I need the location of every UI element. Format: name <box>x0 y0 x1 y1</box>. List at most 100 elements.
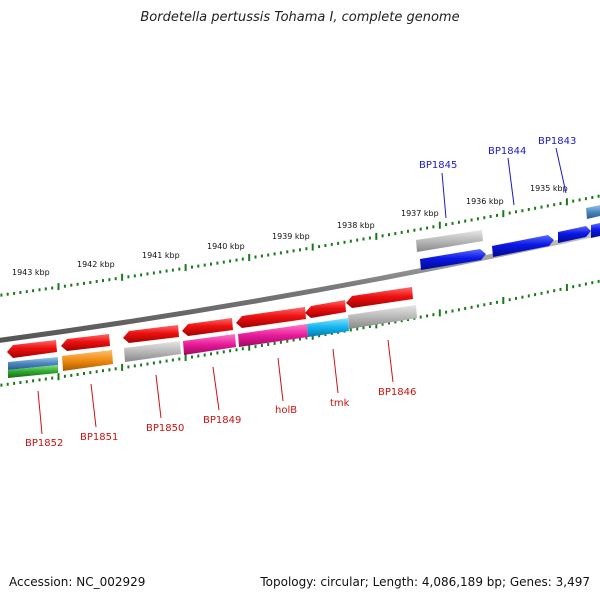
genome-title: Bordetella pertussis Tohama I, complete … <box>140 10 460 25</box>
feature-green[interactable] <box>8 365 58 378</box>
minor-tick <box>51 286 54 290</box>
feature-gray-2[interactable] <box>348 305 417 329</box>
minor-tick <box>464 219 467 223</box>
minor-tick <box>559 202 562 205</box>
gene-arrow-tmk[interactable] <box>305 300 346 318</box>
gene-labels: BP1852 BP1851 BP1850 BP1849 holB tmk BP1… <box>25 136 576 449</box>
minor-tick <box>63 284 66 288</box>
minor-tick <box>133 274 136 278</box>
major-tick <box>121 273 124 281</box>
feature-orange[interactable] <box>62 350 113 371</box>
minor-tick <box>191 355 193 359</box>
minor-tick <box>445 310 448 314</box>
minor-tick <box>76 282 79 286</box>
minor-tick <box>445 223 448 227</box>
major-tick <box>184 264 187 272</box>
minor-tick <box>13 381 16 385</box>
minor-tick <box>451 221 454 225</box>
feature-cyan[interactable] <box>307 318 349 337</box>
minor-tick <box>527 294 530 298</box>
minor-tick <box>102 279 104 283</box>
minor-tick <box>426 314 429 318</box>
minor-tick <box>152 271 155 275</box>
major-tick <box>248 254 251 261</box>
major-tick <box>375 321 378 329</box>
genome-summary: Topology: circular; Length: 4,086,189 bp… <box>260 575 590 589</box>
minor-tick <box>489 302 492 305</box>
feature-gray[interactable] <box>124 341 181 362</box>
minor-tick <box>267 343 270 346</box>
minor-tick <box>578 198 581 202</box>
minor-tick <box>553 203 556 207</box>
gene-arrow-holb[interactable] <box>236 307 306 328</box>
minor-tick <box>515 296 517 300</box>
gene-arrow-bp1842[interactable] <box>591 223 600 238</box>
minor-tick <box>394 232 397 236</box>
minor-tick <box>114 277 117 281</box>
minor-tick <box>222 350 225 354</box>
gene-arrow-bp1850[interactable] <box>123 325 179 343</box>
gene-feature-gray-forward[interactable] <box>416 230 483 252</box>
minor-tick <box>572 285 575 289</box>
minor-tick <box>362 326 365 330</box>
minor-tick <box>534 293 537 297</box>
minor-tick <box>229 349 232 353</box>
gene-label-bp1844: BP1844 <box>488 146 526 157</box>
minor-tick <box>305 247 308 251</box>
minor-tick <box>457 220 460 224</box>
feature-magenta-2[interactable] <box>238 324 308 347</box>
minor-tick <box>540 205 543 209</box>
minor-tick <box>400 319 403 323</box>
minor-tick <box>70 283 73 287</box>
minor-tick <box>241 257 244 261</box>
minor-tick <box>38 378 41 382</box>
minor-tick <box>83 281 85 285</box>
minor-tick <box>171 358 174 362</box>
minor-tick <box>432 225 435 229</box>
minor-tick <box>159 270 162 274</box>
kbp-labels: 1943 kbp 1942 kbp 1941 kbp 1940 kbp 1939… <box>12 184 568 277</box>
minor-tick <box>476 304 479 308</box>
minor-tick <box>19 381 22 384</box>
gene-arrow-bp1843[interactable] <box>558 226 591 243</box>
minor-tick <box>38 288 41 292</box>
minor-tick <box>597 194 600 198</box>
minor-tick <box>381 322 384 326</box>
gene-arrow-bp1845[interactable] <box>420 249 486 270</box>
inner-scale-ticks <box>0 279 600 387</box>
accession-label: Accession: NC_002929 <box>9 575 146 589</box>
minor-tick <box>381 234 384 238</box>
forward-strand-genes <box>416 205 600 270</box>
kbp-label: 1941 kbp <box>142 251 180 260</box>
outer-scale-ticks <box>0 194 600 297</box>
gene-arrow-bp1849[interactable] <box>182 318 233 336</box>
minor-tick <box>521 209 524 213</box>
minor-tick <box>413 228 416 232</box>
minor-tick <box>216 351 219 355</box>
gene-arrow-bp1852[interactable] <box>7 340 57 358</box>
gene-label-bp1851: BP1851 <box>80 432 118 443</box>
minor-tick <box>508 298 511 302</box>
minor-tick <box>464 307 467 310</box>
gene-arrow-bp1851[interactable] <box>61 334 110 351</box>
minor-tick <box>534 206 537 210</box>
minor-tick <box>279 251 282 255</box>
kbp-label: 1942 kbp <box>77 260 115 269</box>
minor-tick <box>432 313 435 317</box>
minor-tick <box>546 290 549 294</box>
minor-tick <box>197 354 200 358</box>
gene-feature-steel-blue[interactable] <box>586 205 600 219</box>
gene-arrow-bp1844[interactable] <box>492 235 554 257</box>
minor-tick <box>356 327 359 331</box>
minor-tick <box>324 333 327 336</box>
minor-tick <box>489 215 492 218</box>
minor-tick <box>318 245 321 249</box>
gene-arrow-bp1846[interactable] <box>346 287 413 308</box>
minor-tick <box>19 291 22 294</box>
minor-tick <box>508 211 511 215</box>
feature-magenta[interactable] <box>183 334 236 355</box>
minor-tick <box>407 229 409 233</box>
feature-steel-blue[interactable] <box>8 357 58 370</box>
